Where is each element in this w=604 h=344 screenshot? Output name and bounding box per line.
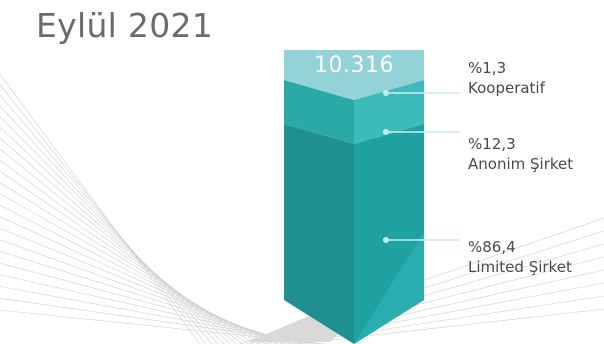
background-line xyxy=(0,239,291,344)
background-line xyxy=(287,295,604,344)
legend-item-anonim-sirket: %12,3 Anonim Şirket xyxy=(468,134,573,174)
legend-percent-kooperatif: %1,3 xyxy=(468,59,507,77)
legend-label-limited-sirket: Limited Şirket xyxy=(468,258,572,276)
background-line xyxy=(0,274,309,344)
background-line xyxy=(0,126,231,344)
background-line xyxy=(0,94,213,344)
bar-segment-limited-sirket xyxy=(284,124,424,344)
leader-dot-limited xyxy=(383,237,389,243)
background-line xyxy=(0,137,237,344)
leader-anonim xyxy=(383,129,460,135)
background-line xyxy=(0,171,255,344)
background-line xyxy=(0,227,285,344)
legend-item-kooperatif: %1,3 Kooperatif xyxy=(468,58,545,98)
bar-face-limited-left xyxy=(284,124,354,344)
total-value: 10.316 xyxy=(314,52,394,78)
leader-dot-kooperatif xyxy=(383,90,389,96)
legend-percent-limited-sirket: %86,4 xyxy=(468,238,516,256)
background-line xyxy=(0,73,201,344)
background-line xyxy=(0,251,297,344)
legend-item-limited-sirket: %86,4 Limited Şirket xyxy=(468,237,572,277)
legend-label-kooperatif: Kooperatif xyxy=(468,79,545,97)
bar-segment-anonim-sirket xyxy=(284,80,424,144)
page-title: Eylül 2021 xyxy=(36,6,214,45)
background-line xyxy=(0,297,321,344)
bar-face-anonim-right xyxy=(354,80,424,144)
bar-face-anonim-left xyxy=(284,80,354,144)
legend-percent-anonim-sirket: %12,3 xyxy=(468,135,516,153)
leader-kooperatif xyxy=(383,90,460,96)
background-line xyxy=(0,105,219,344)
legend-label-anonim-sirket: Anonim Şirket xyxy=(468,155,574,173)
bar-face-limited-shading xyxy=(354,232,424,344)
bar-segment-kooperatif xyxy=(284,50,424,100)
background-line xyxy=(0,148,243,344)
leader-limited xyxy=(383,237,460,243)
background-line xyxy=(0,262,303,344)
leader-dot-anonim xyxy=(383,129,389,135)
background-line xyxy=(0,159,249,344)
background-line xyxy=(0,84,207,344)
background-line xyxy=(0,286,315,344)
background-line xyxy=(0,116,225,344)
background-line xyxy=(0,182,261,344)
bar-top-face xyxy=(284,50,424,100)
